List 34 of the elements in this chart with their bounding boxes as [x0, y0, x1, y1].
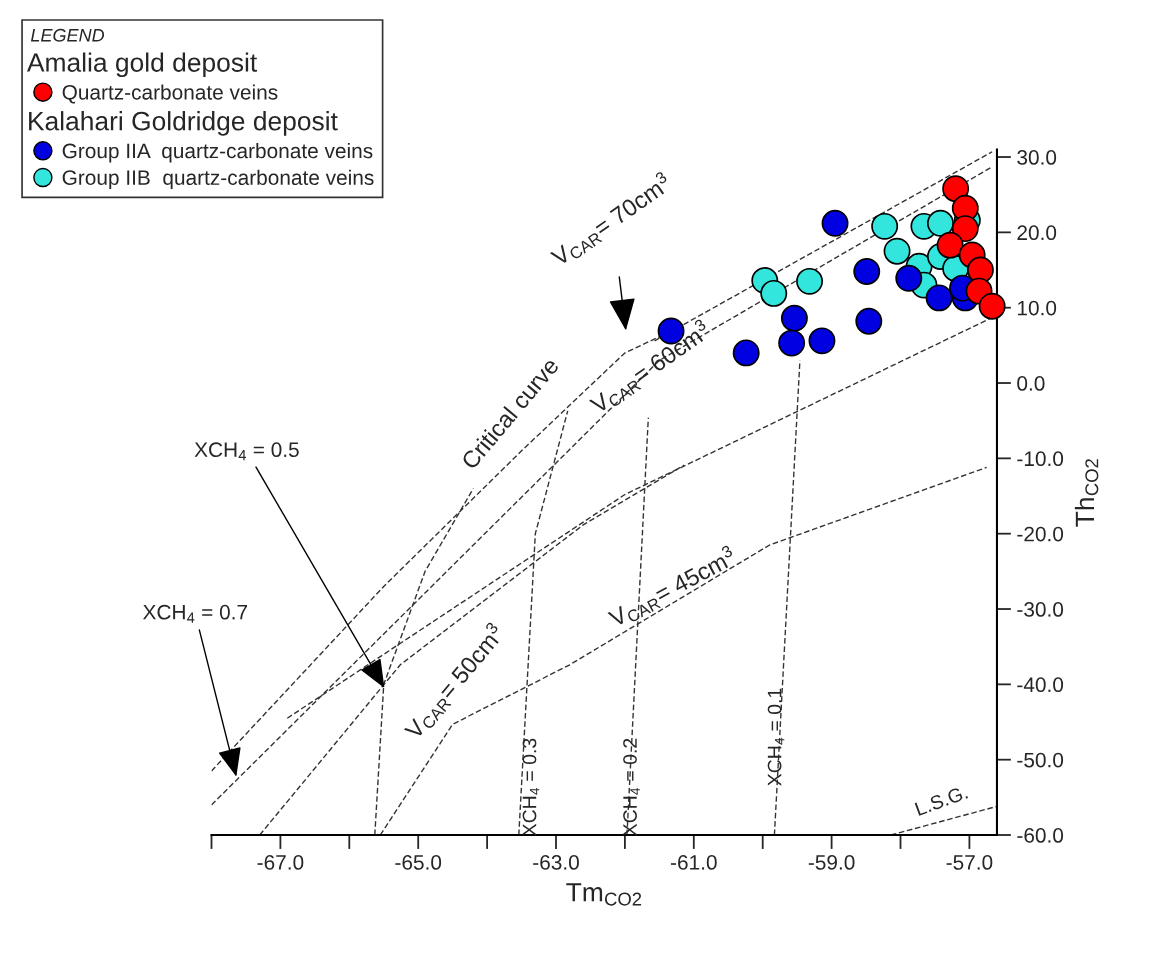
y-tick-label: -50.0 — [1017, 752, 1064, 768]
annotation: XCH$_{4}$ = 0.1 — [767, 688, 785, 786]
y-axis-title: Th$_{CO2}$ — [1074, 459, 1099, 527]
annotation: XCH$_{4}$ = 0.5 — [194, 442, 299, 461]
y-tick-label: -60.0 — [1017, 828, 1064, 843]
y-tick-label: -20.0 — [1017, 526, 1064, 542]
x-tick-label: -67.0 — [257, 855, 304, 870]
text: Kalahari Goldridge deposit — [29, 111, 338, 136]
y-tick-label: 10.0 — [1018, 300, 1057, 316]
x-tick-label: -61.0 — [670, 855, 717, 870]
annotation: XCH$_{4}$ = 0.2 — [623, 738, 640, 836]
x-tick-label: -63.0 — [533, 855, 579, 870]
annotation: V$_{CAR}$= 45cm$^{3}$ — [605, 544, 739, 631]
x-tick-label: -65.0 — [395, 855, 442, 870]
x-tick-label: -59.0 — [808, 855, 855, 870]
legend-label: Group IIB quartz-carbonate veins — [62, 169, 374, 190]
annotation: L.S.G. — [914, 785, 968, 816]
annotation: XCH$_{4}$ = 0.7 — [142, 604, 248, 623]
legend-label: Quartz-carbonate veins — [62, 84, 278, 104]
y-tick-label: -10.0 — [1017, 451, 1064, 467]
text: Amalia gold deposit — [26, 52, 258, 78]
x-axis-title: Tm$_{CO2}$ — [566, 883, 642, 906]
x-tick-label: -57.0 — [946, 855, 993, 870]
y-tick-label: -30.0 — [1017, 602, 1064, 617]
annotation: V$_{CAR}$= 60cm$^{3}$ — [586, 318, 714, 418]
annotation: V$_{CAR}$= 50cm$^{3}$ — [400, 621, 509, 743]
annotation: V$_{CAR}$= 70cm$^{3}$ — [547, 170, 675, 270]
y-tick-label: 0.0 — [1017, 376, 1045, 391]
legend-label: Group IIA quartz-carbonate veins — [62, 142, 373, 163]
y-tick-label: 20.0 — [1017, 225, 1057, 241]
y-tick-label: 30.0 — [1017, 150, 1057, 165]
legend-title: LEGEND — [30, 28, 105, 42]
annotation: XCH$_{4}$ = 0.3 — [522, 738, 540, 836]
y-tick-label: -40.0 — [1017, 677, 1064, 693]
